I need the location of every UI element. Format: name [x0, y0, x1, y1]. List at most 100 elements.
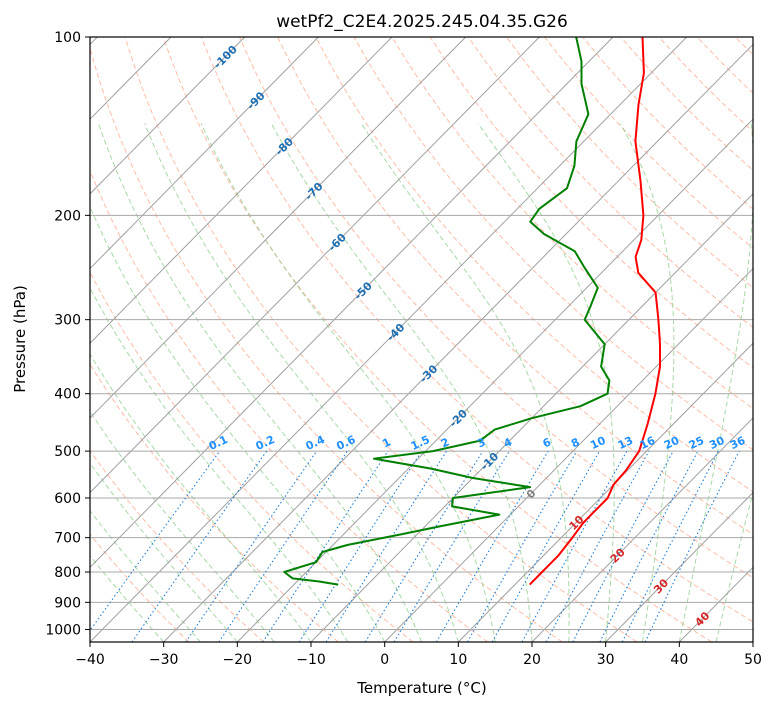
mixing-ratio-line: [364, 450, 484, 642]
mixing-ratio-line: [185, 450, 318, 642]
mixing-ratio-line: [131, 450, 268, 642]
moist-adiabat: [90, 410, 275, 642]
y-axis: 100 200 300 400 500 600 700 800 900 1000: [45, 30, 90, 638]
y-tick-label: 600: [54, 491, 81, 507]
isotherm-line: [90, 37, 393, 344]
x-tick-label: −40: [75, 652, 105, 668]
isotherm-line: [90, 37, 467, 419]
moist-adiabat: [619, 123, 675, 642]
mixing-ratio-label: 25: [687, 434, 706, 452]
isotherm-line: [678, 566, 753, 642]
mixing-ratio-line: [644, 450, 740, 642]
x-axis: −40 −30 −20 −10 0 10 20 30 40 50: [75, 642, 762, 668]
isotherm-line: [752, 641, 753, 642]
isotherm-line: [163, 43, 753, 642]
mixing-ratio-label: 0.1: [207, 433, 230, 453]
moist-adiabat: [98, 123, 422, 642]
dry-adiabat: [200, 37, 753, 623]
mixing-ratio-line: [621, 450, 719, 642]
x-axis-label: Temperature (°C): [356, 679, 486, 697]
y-tick-label: 1000: [45, 622, 81, 638]
line-labels: 0.1 0.2 0.4 0.6 1 1.5 2 3 4 6 8 10 13 16 20 25 30 36-100-…: [207, 43, 748, 630]
mixing-ratio-line: [90, 450, 221, 632]
y-tick-label: 700: [54, 531, 81, 547]
mixing-ratio-label: 1.5: [409, 433, 432, 453]
mixing-ratio-label: 8: [569, 435, 581, 450]
dry-adiabat: [696, 37, 753, 94]
dry-adiabat: [467, 37, 753, 329]
isotherm-line: [236, 118, 753, 642]
dry-adiabat: [353, 37, 753, 451]
moist-adiabat: [477, 123, 615, 642]
dry-adiabat: [658, 37, 753, 133]
mixing-ratio-line: [325, 450, 448, 642]
mixing-ratio-line: [572, 450, 674, 642]
chart-title: wetPf2_C2E4.2025.245.04.35.G26: [276, 12, 568, 32]
x-tick-label: 10: [449, 652, 467, 668]
dry-adiabat: [90, 271, 414, 642]
x-tick-label: 0: [380, 652, 389, 668]
moist-adiabat: [144, 123, 459, 642]
mixing-ratio-label: 16: [638, 434, 658, 452]
moist-adiabat: [90, 510, 201, 642]
isotherm-line: [605, 491, 753, 642]
moist-adiabat: [90, 462, 238, 642]
mixing-ratio-label: 0.4: [304, 433, 327, 453]
x-tick-label: −30: [149, 652, 179, 668]
isotherm-line: [90, 37, 688, 642]
dry-adiabat: [90, 533, 190, 642]
y-tick-label: 200: [54, 208, 81, 224]
moist-adiabat: [715, 490, 753, 642]
y-axis-label: Pressure (hPa): [11, 285, 29, 393]
dry-adiabat: [90, 46, 563, 642]
moist-adiabat: [90, 205, 386, 642]
x-tick-label: 40: [670, 652, 688, 668]
dry-adiabat: [124, 37, 638, 642]
isotherm-label: -100: [211, 43, 240, 72]
mixing-ratio-line: [298, 450, 423, 642]
y-tick-label: 400: [54, 387, 81, 403]
profile-lines: [283, 37, 661, 586]
temperature-line: [528, 37, 661, 586]
moist-adiabat: [200, 123, 496, 642]
dry-adiabat: [239, 37, 753, 579]
dry-adiabat: [505, 37, 753, 289]
mixing-ratio-label: 36: [728, 434, 748, 452]
mixing-ratio-label: 13: [616, 434, 635, 452]
mixing-ratio-line: [491, 450, 600, 642]
mixing-ratio-line: [545, 450, 650, 642]
dry-adiabat: [90, 363, 339, 642]
mixing-ratio-line: [218, 450, 348, 642]
y-tick-label: 300: [54, 313, 81, 329]
x-tick-label: −20: [223, 652, 253, 668]
mixing-ratio-line: [435, 450, 549, 642]
dry-adiabat: [277, 37, 753, 535]
dry-adiabat: [315, 37, 753, 493]
background-lines: [90, 37, 753, 642]
isotherm-line: [457, 342, 753, 642]
y-tick-label: 800: [54, 565, 81, 581]
mixing-ratio-label: 10: [588, 434, 608, 452]
mixing-ratio-line: [521, 450, 628, 642]
y-tick-label: 900: [54, 595, 81, 611]
moist-adiabat: [271, 123, 533, 642]
mixing-ratio-label: 0.2: [254, 433, 277, 453]
isotherm-line: [90, 37, 319, 270]
dry-adiabat: [734, 37, 753, 56]
dry-adiabat: [90, 449, 264, 642]
mixing-ratio-label: 0.6: [334, 433, 357, 453]
isotherm-line: [310, 193, 753, 642]
mixing-ratio-label: 30: [707, 434, 727, 452]
y-tick-label: 500: [54, 444, 81, 460]
dry-adiabat: [582, 37, 753, 210]
plot-frame: [89, 36, 754, 643]
dry-adiabat: [429, 37, 753, 369]
mixing-ratio-label: 1: [380, 435, 392, 450]
isotherm-line: [90, 37, 540, 494]
x-tick-label: 30: [597, 652, 615, 668]
dry-adiabat: [90, 169, 488, 642]
dry-adiabat: [391, 37, 753, 410]
y-tick-label: 100: [54, 30, 81, 46]
isotherm-line: [90, 37, 614, 569]
